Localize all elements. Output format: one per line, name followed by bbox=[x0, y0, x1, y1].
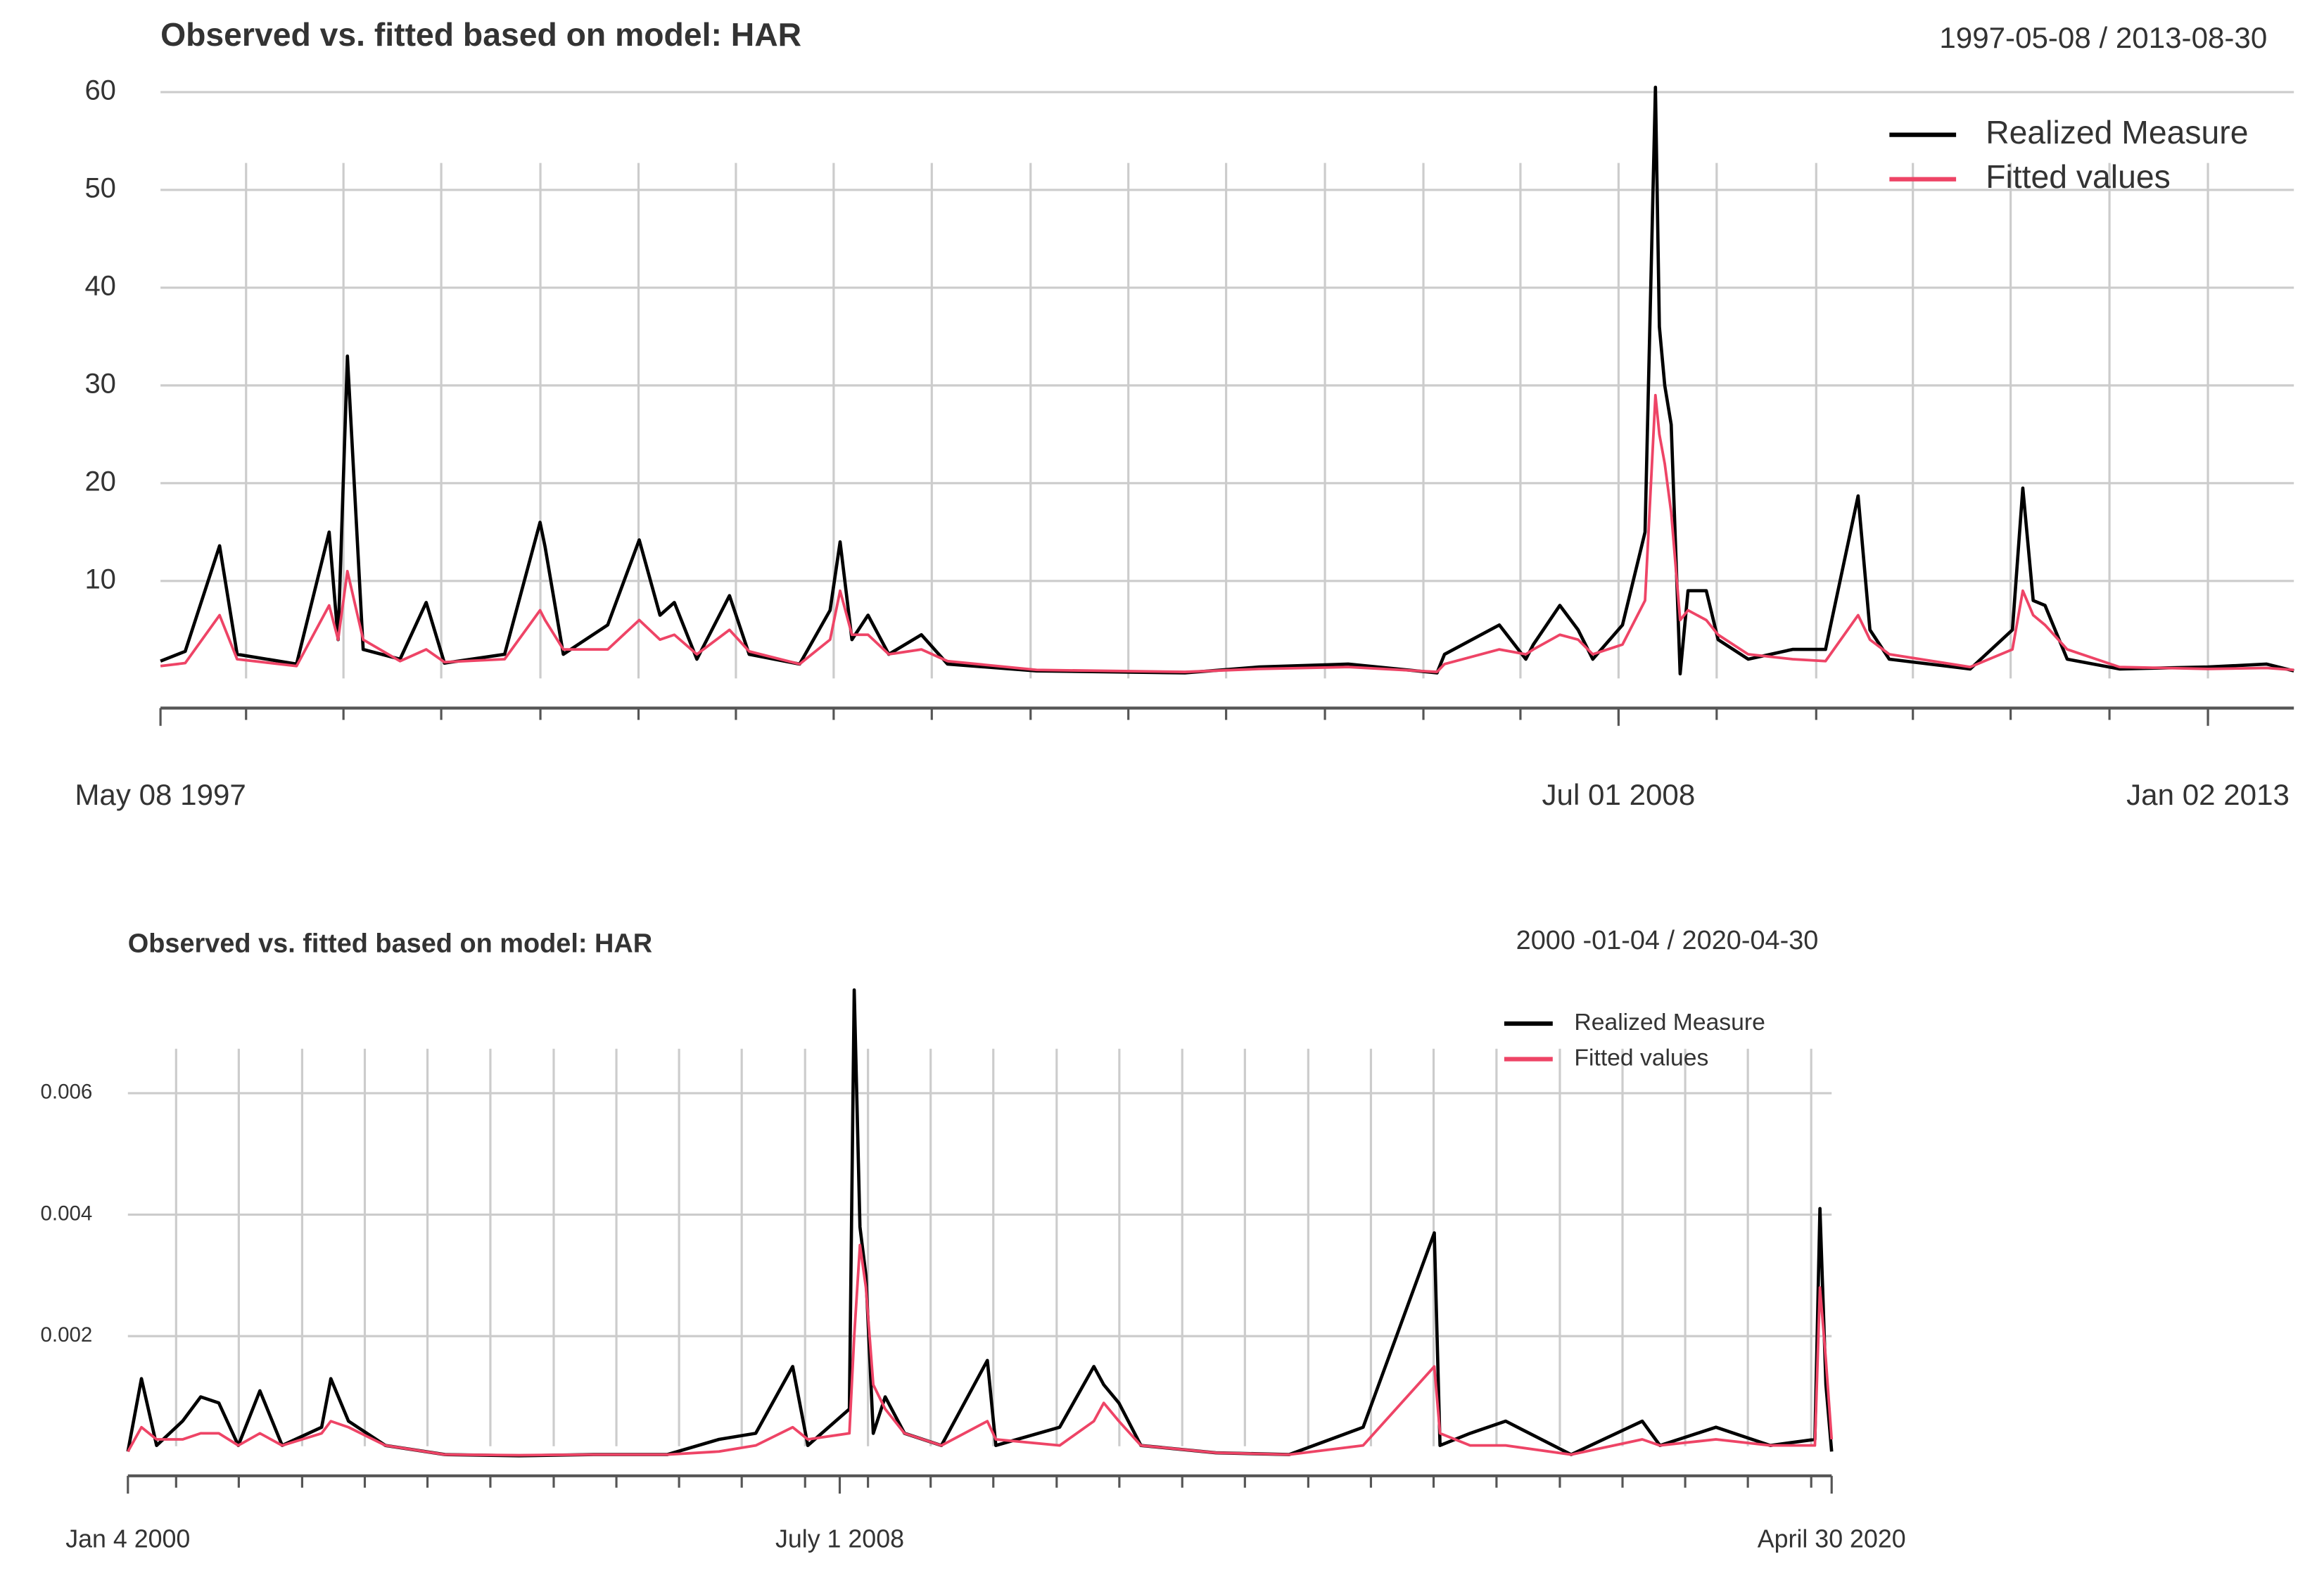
x-tick-label: Jan 02 2013 bbox=[2126, 778, 2290, 811]
y-tick-label: 20 bbox=[84, 466, 116, 497]
x-tick-label: July 1 2008 bbox=[775, 1524, 904, 1553]
series-line bbox=[160, 393, 2294, 673]
legend-label: Fitted values bbox=[1574, 1045, 1708, 1071]
x-tick-label: Jul 01 2008 bbox=[1542, 778, 1696, 811]
series-line bbox=[126, 988, 1834, 1458]
x-tick-label: Jan 4 2000 bbox=[65, 1524, 190, 1553]
legend-label: Fitted values bbox=[1986, 158, 2171, 195]
chart-title: Observed vs. fitted based on model: HAR bbox=[160, 16, 801, 53]
y-tick-label: 0.002 bbox=[41, 1323, 93, 1347]
chart-subtitle: 1997-05-08 / 2013-08-30 bbox=[1939, 21, 2267, 54]
y-tick-label: 40 bbox=[84, 270, 116, 301]
series-line bbox=[127, 1243, 1834, 1457]
x-tick-label: May 08 1997 bbox=[75, 778, 246, 811]
y-tick-label: 0.006 bbox=[41, 1081, 93, 1104]
chart-subtitle: 2000 -01-04 / 2020-04-30 bbox=[1516, 926, 1819, 955]
y-tick-label: 50 bbox=[84, 173, 116, 204]
y-tick-label: 30 bbox=[84, 368, 116, 399]
chart-title: Observed vs. fitted based on model: HAR bbox=[128, 929, 652, 958]
legend-label: Realized Measure bbox=[1986, 114, 2248, 151]
x-tick-label: April 30 2020 bbox=[1758, 1524, 1906, 1553]
y-tick-label: 60 bbox=[84, 75, 116, 106]
legend-label: Realized Measure bbox=[1574, 1010, 1765, 1036]
y-tick-label: 0.004 bbox=[41, 1202, 93, 1225]
y-tick-label: 10 bbox=[84, 564, 116, 594]
